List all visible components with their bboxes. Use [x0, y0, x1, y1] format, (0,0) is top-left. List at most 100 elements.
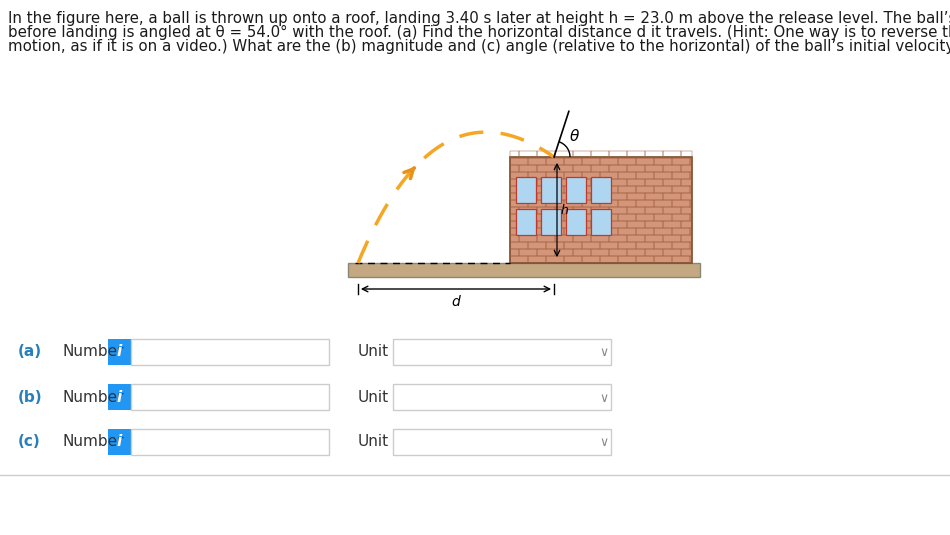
Bar — [591, 207, 609, 214]
Bar — [636, 242, 654, 249]
Bar — [528, 256, 546, 263]
Bar — [510, 256, 528, 263]
Bar — [600, 186, 618, 193]
Bar — [591, 249, 609, 256]
Bar — [681, 221, 692, 228]
Bar — [681, 235, 692, 242]
Bar — [645, 249, 663, 256]
Bar — [393, 429, 611, 455]
Bar — [510, 207, 519, 214]
Bar — [573, 221, 591, 228]
Text: ∨: ∨ — [599, 347, 609, 360]
Bar — [564, 172, 582, 179]
Bar — [510, 179, 519, 186]
Text: In the figure here, a ball is thrown up onto a roof, landing 3.40 s later at hei: In the figure here, a ball is thrown up … — [8, 11, 950, 26]
Bar — [609, 207, 627, 214]
Bar — [566, 177, 586, 203]
Bar — [654, 214, 672, 221]
Bar — [564, 200, 582, 207]
Bar — [663, 193, 681, 200]
Bar — [663, 249, 681, 256]
Bar — [654, 158, 672, 165]
Bar — [636, 228, 654, 235]
Bar — [546, 256, 564, 263]
Bar — [600, 228, 618, 235]
Bar — [546, 214, 564, 221]
Bar — [528, 214, 546, 221]
Bar — [582, 242, 600, 249]
Bar — [546, 228, 564, 235]
Bar — [582, 186, 600, 193]
Bar — [510, 157, 692, 263]
Bar — [541, 177, 561, 203]
Bar — [654, 228, 672, 235]
Bar — [672, 242, 690, 249]
Bar — [510, 221, 519, 228]
Bar — [510, 165, 519, 172]
Bar — [681, 207, 692, 214]
Bar — [546, 242, 564, 249]
Bar — [618, 158, 636, 165]
Bar — [618, 228, 636, 235]
Bar — [672, 172, 690, 179]
Bar — [519, 249, 537, 256]
Bar — [681, 151, 692, 158]
Bar — [591, 209, 611, 235]
Bar — [636, 158, 654, 165]
Bar — [600, 256, 618, 263]
Bar — [681, 165, 692, 172]
Bar — [690, 242, 692, 249]
Bar — [636, 256, 654, 263]
Text: Unit: Unit — [358, 434, 389, 449]
Bar — [555, 221, 573, 228]
Bar — [627, 235, 645, 242]
Bar — [573, 193, 591, 200]
Bar — [600, 242, 618, 249]
Bar — [627, 249, 645, 256]
Bar — [681, 179, 692, 186]
Bar — [663, 165, 681, 172]
Bar — [627, 221, 645, 228]
Bar — [618, 186, 636, 193]
Bar — [618, 172, 636, 179]
Bar — [690, 228, 692, 235]
Bar — [537, 249, 555, 256]
Bar — [546, 158, 564, 165]
Bar — [645, 235, 663, 242]
Bar — [546, 200, 564, 207]
Bar — [645, 207, 663, 214]
Bar — [528, 186, 546, 193]
Bar — [645, 221, 663, 228]
Bar — [537, 221, 555, 228]
Bar — [564, 242, 582, 249]
Bar — [528, 200, 546, 207]
Bar — [573, 235, 591, 242]
Bar — [645, 193, 663, 200]
Bar — [555, 235, 573, 242]
Bar — [537, 179, 555, 186]
Bar — [690, 172, 692, 179]
Bar — [510, 249, 519, 256]
Bar — [537, 151, 555, 158]
Bar — [672, 214, 690, 221]
Bar — [645, 165, 663, 172]
Bar — [609, 151, 627, 158]
Bar — [582, 214, 600, 221]
Bar — [645, 179, 663, 186]
Bar — [564, 186, 582, 193]
Bar — [672, 228, 690, 235]
Bar — [600, 214, 618, 221]
Bar — [654, 256, 672, 263]
Bar — [541, 209, 561, 235]
Text: i: i — [116, 345, 122, 360]
Bar — [510, 193, 519, 200]
Bar — [510, 214, 528, 221]
Bar — [519, 221, 537, 228]
Bar — [528, 158, 546, 165]
Bar — [618, 214, 636, 221]
Bar — [636, 186, 654, 193]
Bar — [663, 179, 681, 186]
Bar — [573, 151, 591, 158]
Bar — [510, 151, 519, 158]
Text: ∨: ∨ — [599, 437, 609, 449]
